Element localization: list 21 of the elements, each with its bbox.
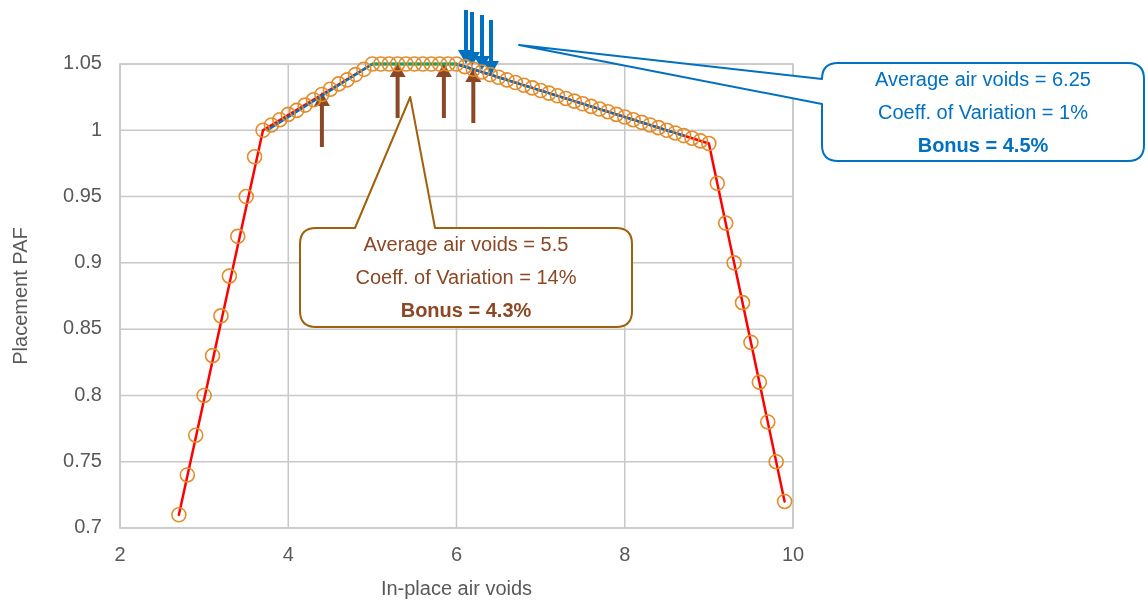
x-tick-label: 2 <box>114 543 126 566</box>
annotation: Bonus = 4.3% <box>400 299 532 322</box>
text: Coeff. of Variation = 1% <box>878 101 1089 124</box>
y-tick-label: 1.05 <box>63 51 102 74</box>
x-axis-title: In-place air voids <box>380 577 533 600</box>
x-tick-label: 8 <box>619 543 631 566</box>
y-tick-label: 0.85 <box>63 316 102 339</box>
y-tick-label: 0.95 <box>63 183 102 206</box>
y-tick-label: 0.9 <box>74 250 102 273</box>
y-tick-label: 0.7 <box>74 515 102 538</box>
annotation: Coeff. of Variation = 14% <box>355 266 577 289</box>
x-tick-label: 4 <box>282 543 294 566</box>
y-axis-title: Placement PAF <box>9 227 32 365</box>
text: Average air voids = 6.25 <box>875 68 1091 91</box>
x-tick-label: 10 <box>781 543 805 566</box>
annotation: Average air voids = 5.5 <box>363 233 569 256</box>
x-tick-label: 6 <box>450 543 463 566</box>
y-tick-label: 1 <box>90 117 102 140</box>
text: Bonus = 4.5% <box>917 134 1049 157</box>
y-tick-label: 0.8 <box>74 382 102 405</box>
y-tick-label: 0.75 <box>63 449 102 471</box>
